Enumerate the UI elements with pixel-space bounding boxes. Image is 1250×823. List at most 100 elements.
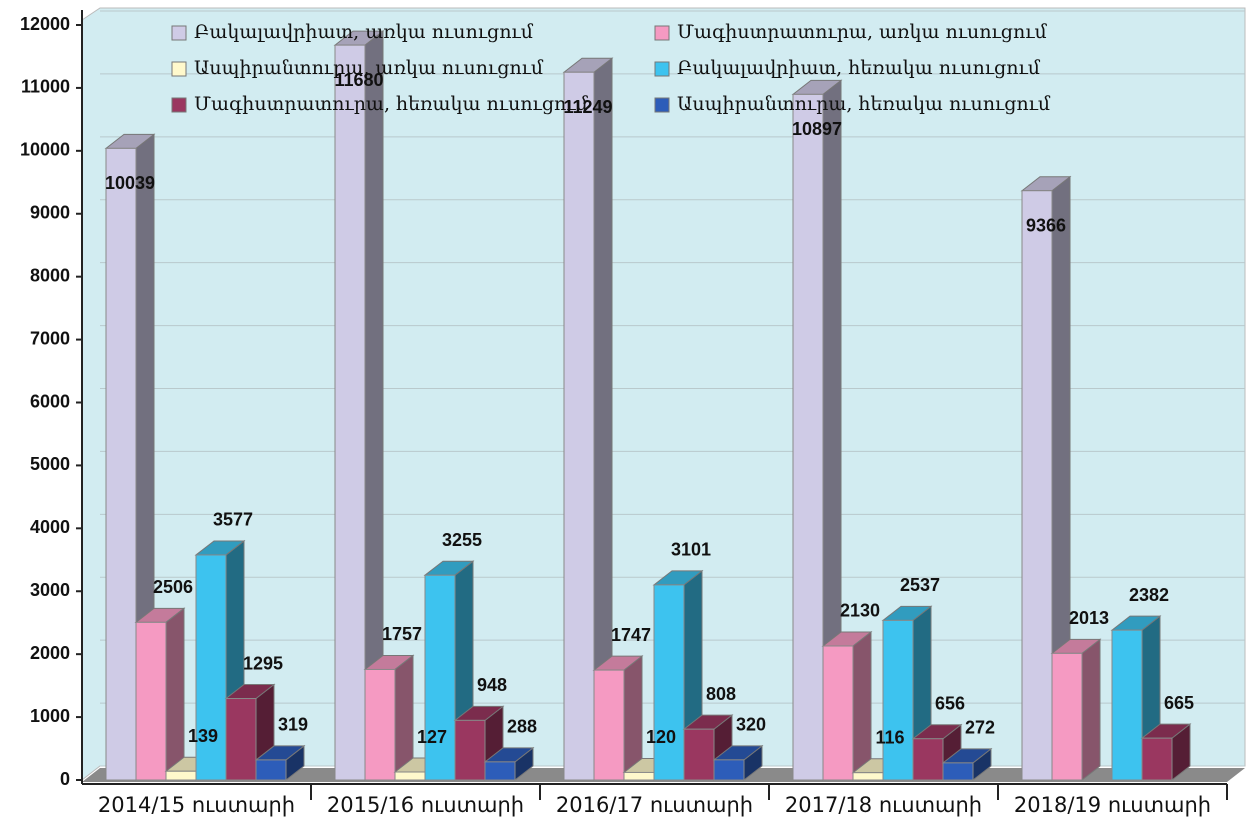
data-label: 139 bbox=[188, 726, 218, 746]
bar-front bbox=[1141, 737, 1173, 781]
y-tick-label: 7000 bbox=[30, 328, 70, 348]
bar-front bbox=[942, 762, 974, 781]
data-label: 3255 bbox=[442, 530, 482, 550]
legend-swatch bbox=[171, 25, 187, 41]
x-tick-label: 2015/16 ուստարի bbox=[327, 793, 524, 817]
y-tick-label: 2000 bbox=[30, 643, 70, 663]
bar bbox=[791, 79, 843, 782]
data-label: 1295 bbox=[243, 653, 283, 673]
bar-front bbox=[1021, 190, 1053, 781]
legend-label: Մագիստրատուրա, առկա ուսուցում bbox=[677, 21, 1048, 43]
bar-front bbox=[792, 93, 824, 781]
x-tick-label: 2016/17 ուստարի bbox=[556, 793, 753, 817]
data-label: 288 bbox=[507, 717, 537, 737]
y-tick-label: 5000 bbox=[30, 454, 70, 474]
y-tick-label: 11000 bbox=[21, 77, 70, 97]
bar bbox=[483, 746, 535, 782]
bar-front bbox=[484, 761, 516, 781]
data-label: 1757 bbox=[382, 624, 422, 644]
x-tick-label: 2014/15 ուստարի bbox=[98, 793, 295, 817]
legend-label: Բակալավրիատ, առկա ուսուցում bbox=[194, 21, 534, 43]
bar-front bbox=[593, 669, 625, 781]
data-label: 11249 bbox=[563, 97, 612, 117]
bar bbox=[134, 607, 186, 782]
data-label: 808 bbox=[706, 684, 736, 704]
data-label: 10897 bbox=[792, 119, 842, 139]
data-label: 665 bbox=[1164, 693, 1194, 713]
legend-swatch bbox=[654, 25, 670, 41]
bar-front bbox=[1111, 629, 1143, 781]
bar-front bbox=[882, 619, 914, 781]
bar-front bbox=[255, 759, 287, 781]
bar bbox=[821, 630, 873, 782]
data-label: 9366 bbox=[1026, 215, 1066, 235]
legend-label: Բակալավրիատ, հեռակա ուսուցում bbox=[677, 57, 1041, 79]
y-tick-label: 6000 bbox=[30, 391, 70, 411]
data-label: 272 bbox=[965, 718, 995, 738]
bar-front bbox=[713, 759, 745, 781]
y-tick-label: 9000 bbox=[30, 203, 70, 223]
bar bbox=[363, 654, 415, 782]
y-tick-label: 1000 bbox=[30, 706, 70, 726]
legend-swatch bbox=[654, 61, 670, 77]
bar-front bbox=[623, 771, 655, 781]
data-label: 11680 bbox=[334, 70, 383, 90]
y-tick-label: 12000 bbox=[20, 14, 70, 34]
data-label: 320 bbox=[736, 715, 766, 735]
bar bbox=[941, 747, 993, 782]
bar bbox=[562, 57, 614, 782]
legend-swatch bbox=[171, 97, 187, 113]
data-label: 10039 bbox=[105, 173, 155, 193]
bar-front bbox=[1051, 652, 1083, 781]
data-label: 127 bbox=[417, 727, 447, 747]
bar bbox=[712, 744, 764, 782]
legend-swatch bbox=[171, 61, 187, 77]
legend-label: Մագիստրատուրա, հեռակա ուսուցում bbox=[194, 93, 589, 115]
x-tick-label: 2018/19 ուստարի bbox=[1014, 793, 1211, 817]
bar-side bbox=[165, 607, 185, 782]
data-label: 3577 bbox=[213, 510, 253, 530]
bar-front bbox=[822, 645, 854, 781]
bar-front bbox=[195, 554, 227, 781]
bar-front bbox=[364, 668, 396, 781]
bar bbox=[194, 539, 246, 782]
data-label: 2130 bbox=[840, 601, 880, 621]
bar-side bbox=[852, 630, 872, 782]
bar-front bbox=[424, 574, 456, 781]
bar-front bbox=[334, 44, 366, 781]
bar-front bbox=[852, 772, 884, 781]
bar bbox=[254, 744, 306, 782]
data-label: 319 bbox=[278, 715, 308, 735]
data-label: 2382 bbox=[1129, 585, 1169, 605]
x-tick-label: 2017/18 ուստարի bbox=[785, 793, 982, 817]
bar-side bbox=[1081, 638, 1101, 782]
bar bbox=[1140, 723, 1192, 782]
bar bbox=[1050, 638, 1102, 782]
legend-swatch bbox=[654, 97, 670, 113]
bar-front bbox=[394, 771, 426, 781]
y-tick-label: 3000 bbox=[30, 580, 70, 600]
data-label: 2013 bbox=[1069, 608, 1109, 628]
bar bbox=[333, 30, 385, 782]
data-label: 2506 bbox=[153, 577, 193, 597]
bar bbox=[1020, 175, 1072, 782]
data-label: 1747 bbox=[611, 625, 651, 645]
y-tick-label: 10000 bbox=[20, 140, 70, 160]
bar-front bbox=[683, 728, 715, 781]
bar-front bbox=[105, 147, 137, 781]
y-tick-label: 8000 bbox=[30, 265, 70, 285]
bar-front bbox=[225, 698, 257, 781]
y-tick-label: 0 bbox=[60, 769, 70, 789]
bar-front bbox=[165, 770, 197, 781]
data-label: 2537 bbox=[900, 575, 940, 595]
bar-front bbox=[135, 621, 167, 781]
data-label: 3101 bbox=[671, 540, 711, 560]
legend-label: Ասպիրանտուրա, առկա ուսուցում bbox=[194, 57, 544, 79]
data-label: 656 bbox=[935, 693, 965, 713]
bar-front bbox=[563, 71, 595, 781]
data-label: 116 bbox=[875, 727, 904, 747]
legend-label: Ասպիրանտուրա, հեռակա ուսուցում bbox=[677, 93, 1051, 115]
data-label: 120 bbox=[646, 727, 676, 747]
bar-front bbox=[454, 719, 486, 781]
